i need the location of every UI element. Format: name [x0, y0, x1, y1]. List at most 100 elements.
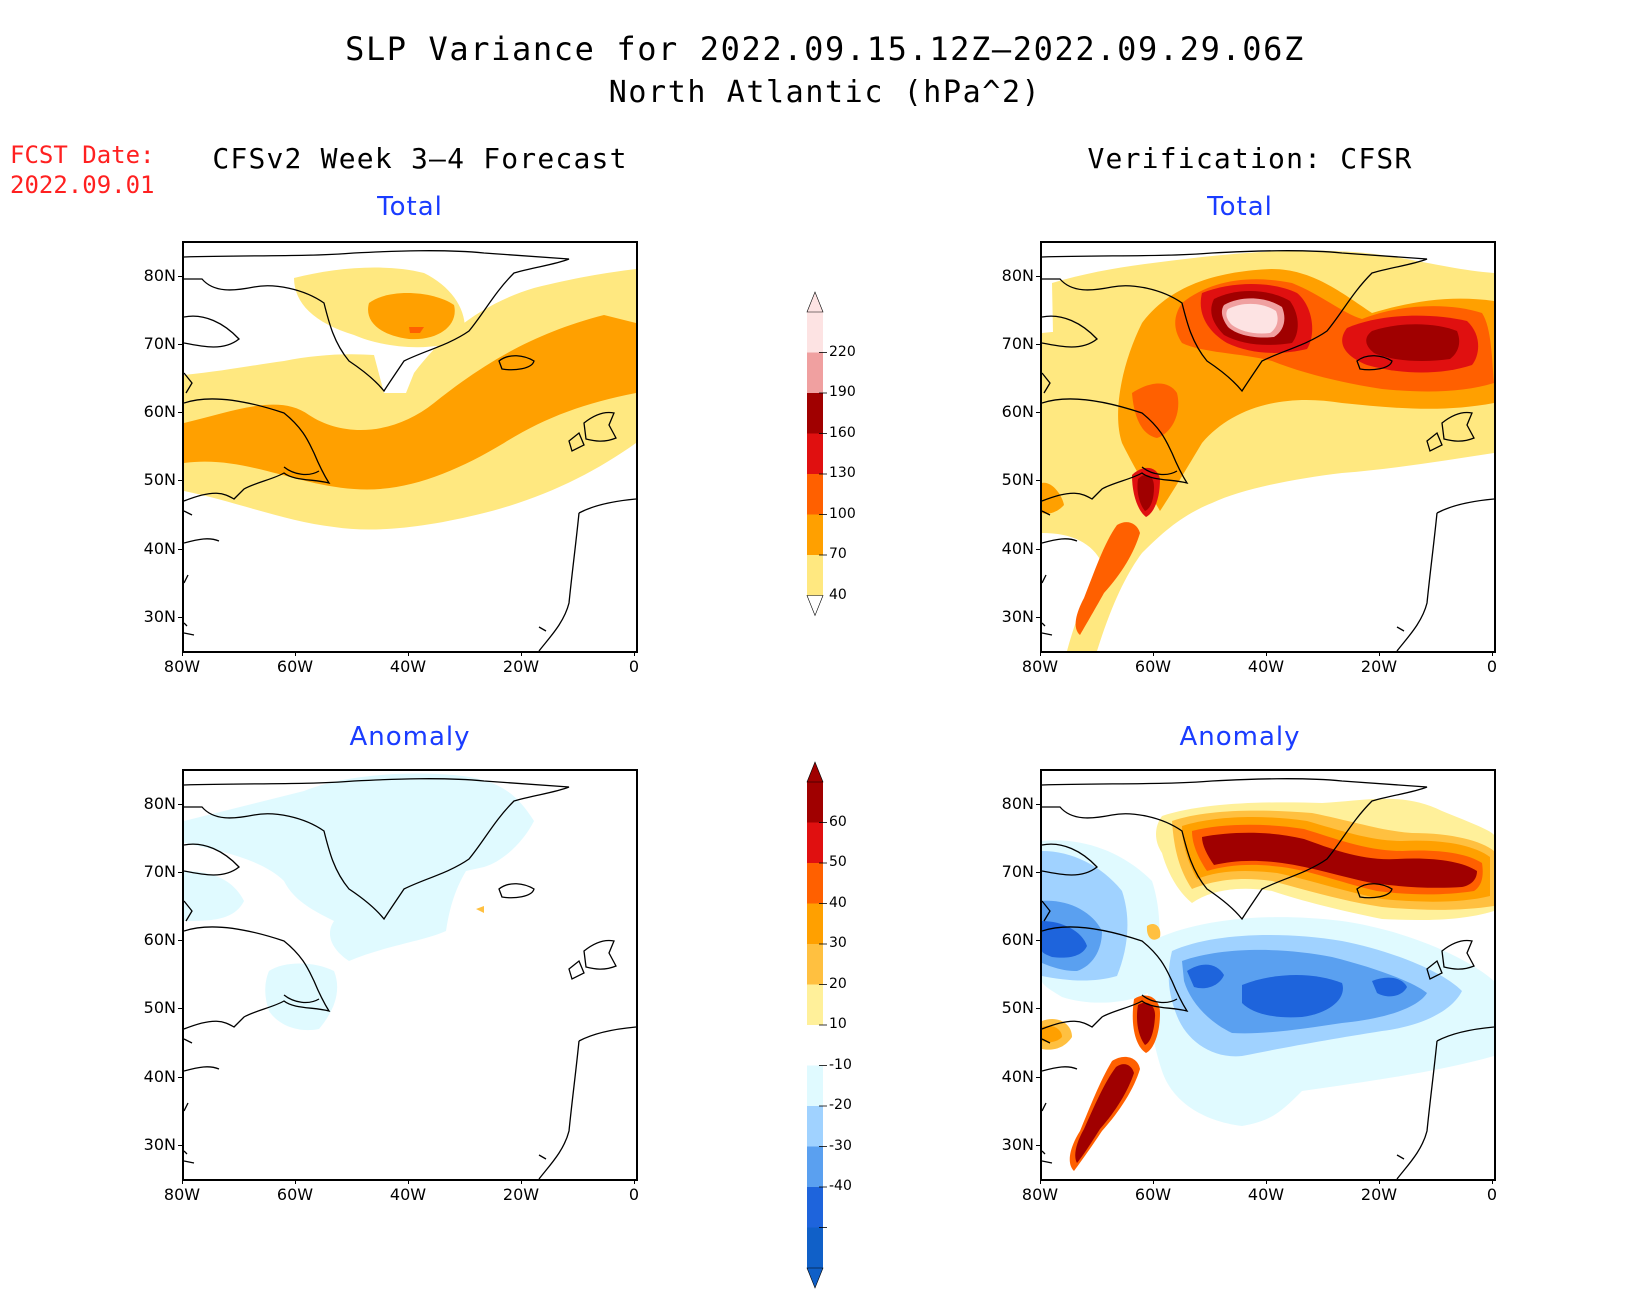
- lat-tick-mark: [178, 549, 183, 550]
- lon-tick-mark: [1153, 651, 1154, 656]
- total-colorbar-label: 40: [829, 586, 847, 603]
- colorbar-swatch: [807, 863, 823, 904]
- bottom-right-subtitle: Anomaly: [1179, 722, 1301, 752]
- lon-tick-mark: [182, 651, 183, 656]
- lat-tick-mark: [178, 804, 183, 805]
- lat-tick-label: 40N: [1001, 1067, 1034, 1086]
- lat-tick-label: 70N: [1001, 862, 1034, 881]
- lat-tick-mark: [178, 617, 183, 618]
- lat-tick-mark: [1036, 549, 1041, 550]
- colorbar-swatch: [807, 474, 823, 515]
- lon-tick-label: 0: [1486, 657, 1498, 676]
- right-column-title: Verification: CFSR: [1087, 142, 1413, 175]
- lat-tick-label: 30N: [143, 1135, 176, 1154]
- lon-tick-label: 0: [628, 1185, 640, 1204]
- lat-tick-label: 60N: [1001, 402, 1034, 421]
- anomaly-colorbar-label: -10: [829, 1056, 852, 1073]
- map-verification-anomaly: [1040, 769, 1496, 1181]
- lon-tick-mark: [1266, 1179, 1267, 1184]
- lon-tick-mark: [295, 651, 296, 656]
- lat-tick-label: 50N: [143, 470, 176, 489]
- lat-tick-label: 80N: [143, 794, 176, 813]
- colorbar-swatch: [807, 1025, 823, 1066]
- colorbar-swatch: [807, 393, 823, 434]
- total-colorbar-label: 160: [829, 424, 856, 441]
- colorbar-swatch: [807, 1227, 823, 1268]
- lon-tick-label: 40W: [389, 657, 427, 676]
- lat-tick-label: 60N: [143, 402, 176, 421]
- lat-tick-label: 40N: [143, 539, 176, 558]
- lat-tick-label: 70N: [143, 862, 176, 881]
- colorbar-swatch: [807, 1187, 823, 1228]
- lon-tick-mark: [408, 651, 409, 656]
- colorbar-bottom-arrow: [806, 1267, 824, 1289]
- lat-tick-label: 30N: [143, 607, 176, 626]
- lat-tick-mark: [1036, 276, 1041, 277]
- lat-tick-label: 70N: [143, 334, 176, 353]
- lon-tick-mark: [634, 651, 635, 656]
- bottom-left-subtitle: Anomaly: [349, 722, 471, 752]
- anomaly-colorbar-label: 60: [829, 813, 847, 830]
- anomaly-colorbar-label: 30: [829, 935, 847, 951]
- total-colorbar-label: 70: [829, 546, 847, 562]
- anomaly-colorbar-label: 50: [829, 854, 847, 870]
- lat-tick-mark: [1036, 940, 1041, 941]
- lat-tick-label: 30N: [1001, 607, 1034, 626]
- lon-tick-label: 60W: [1134, 1185, 1172, 1204]
- lat-tick-label: 40N: [1001, 539, 1034, 558]
- lon-tick-mark: [521, 1179, 522, 1184]
- lon-tick-label: 80W: [1021, 1185, 1059, 1204]
- map-forecast-anomaly: [182, 769, 638, 1181]
- lat-tick-label: 40N: [143, 1067, 176, 1086]
- lon-tick-mark: [295, 1179, 296, 1184]
- anomaly-colorbar-label: 40: [829, 894, 847, 911]
- region-subtitle: North Atlantic (hPa^2): [608, 75, 1042, 110]
- lat-tick-label: 30N: [1001, 1135, 1034, 1154]
- colorbar-swatch: [807, 352, 823, 393]
- top-left-subtitle: Total: [377, 192, 443, 222]
- lon-tick-mark: [408, 1179, 409, 1184]
- lat-tick-mark: [178, 412, 183, 413]
- lat-tick-mark: [178, 1077, 183, 1078]
- lon-tick-label: 20W: [1360, 1185, 1398, 1204]
- lon-tick-label: 20W: [502, 657, 540, 676]
- lon-tick-label: 40W: [1247, 657, 1285, 676]
- lat-tick-label: 50N: [1001, 470, 1034, 489]
- lon-tick-label: 60W: [276, 657, 314, 676]
- lon-tick-mark: [1040, 651, 1041, 656]
- lon-tick-label: 20W: [502, 1185, 540, 1204]
- lon-tick-label: 0: [628, 657, 640, 676]
- colorbar-swatch: [807, 1106, 823, 1147]
- lat-tick-mark: [1036, 1077, 1041, 1078]
- total-colorbar-label: 100: [829, 505, 856, 522]
- lat-tick-mark: [1036, 872, 1041, 873]
- lat-tick-mark: [178, 1145, 183, 1146]
- anomaly-colorbar: [806, 761, 827, 1289]
- total-colorbar-label: 190: [829, 384, 856, 400]
- map-forecast-total: [182, 241, 638, 653]
- lat-tick-mark: [1036, 617, 1041, 618]
- lon-tick-mark: [1379, 651, 1380, 656]
- colorbar-top-arrow: [806, 761, 824, 783]
- lat-tick-label: 60N: [1001, 930, 1034, 949]
- lon-tick-label: 20W: [1360, 657, 1398, 676]
- forecast-anomaly-field: [184, 773, 636, 1179]
- colorbar-swatch: [807, 944, 823, 985]
- lat-tick-mark: [178, 344, 183, 345]
- lat-tick-mark: [178, 480, 183, 481]
- colorbar-swatch: [807, 984, 823, 1025]
- anomaly-colorbar-label: 20: [829, 975, 847, 992]
- fcst-date-value: 2022.09.01: [10, 171, 155, 199]
- lat-tick-mark: [178, 276, 183, 277]
- lat-tick-mark: [178, 940, 183, 941]
- lon-tick-mark: [1379, 1179, 1380, 1184]
- colorbar-swatch: [807, 903, 823, 944]
- anomaly-colorbar-label: -20: [829, 1097, 852, 1113]
- lon-tick-label: 80W: [163, 657, 201, 676]
- lat-tick-mark: [1036, 1145, 1041, 1146]
- lon-tick-mark: [1492, 1179, 1493, 1184]
- lat-tick-label: 80N: [1001, 266, 1034, 285]
- lat-tick-mark: [1036, 480, 1041, 481]
- lat-tick-label: 80N: [1001, 794, 1034, 813]
- colorbar-swatch: [807, 1065, 823, 1106]
